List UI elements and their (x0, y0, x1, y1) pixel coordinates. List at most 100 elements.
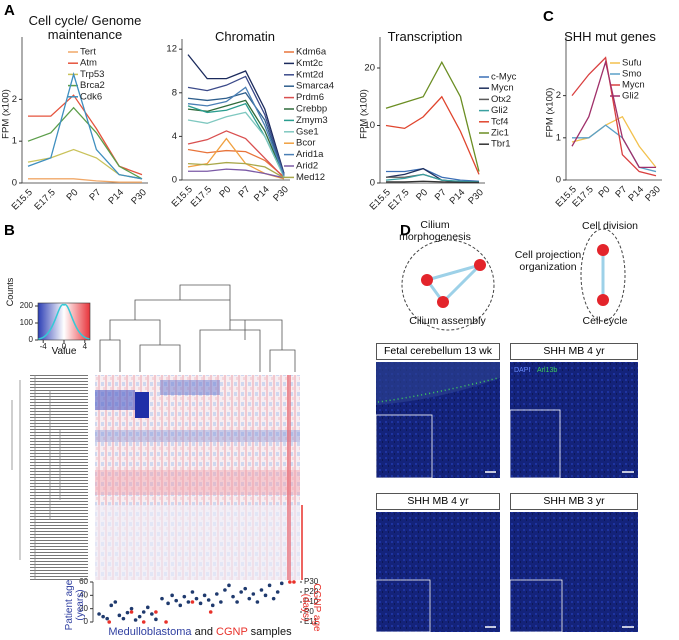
legend-entry: Tert (80, 47, 96, 58)
chart-title: Chromatin (215, 29, 275, 44)
legend-entry: Kmt2d (296, 69, 323, 80)
legend-entry: Bcor (296, 138, 316, 149)
node-label: Cilium assembly (409, 315, 486, 327)
x-tick-label: P14 (106, 187, 126, 207)
point (247, 596, 252, 601)
chart-title: Transcription (387, 29, 463, 44)
point (133, 618, 138, 622)
decoration-path (377, 377, 499, 403)
node-label: Cilium morphogenesis (399, 219, 471, 243)
decoration-rect (95, 390, 135, 410)
y-tick-label: 2 (12, 94, 17, 105)
legend-entry: Mycn (622, 80, 645, 91)
y2-tick-label: P10 (304, 597, 319, 606)
line (571, 56, 657, 177)
x-tick-label: P30 (466, 187, 486, 207)
decoration-path (376, 362, 500, 405)
y-tick-label: 0 (556, 175, 561, 186)
x-tick-label: E17.5 (386, 187, 411, 212)
x-tick-label: P7 (237, 184, 253, 200)
legend-entry: Arid1a (296, 149, 324, 160)
panel-label: D (400, 222, 411, 239)
point (219, 600, 223, 604)
x-tick-label: E17.5 (189, 184, 214, 209)
line (27, 106, 143, 180)
line (187, 86, 285, 176)
point (208, 610, 213, 614)
x-tick-label: P30 (129, 187, 149, 207)
point (239, 590, 243, 594)
colorbar-tick-label: 0 (29, 335, 34, 344)
point (170, 593, 174, 598)
y-tick-label: 0 (172, 175, 177, 186)
point (166, 601, 170, 606)
legend-entry: Brca2 (80, 80, 105, 91)
y-tick-label: 60 (79, 577, 88, 586)
x-tick-label: P14 (252, 184, 272, 204)
decoration-rect (510, 512, 638, 632)
decoration-circle (437, 296, 449, 308)
point (198, 601, 203, 606)
legend-entry: CGNP (216, 626, 248, 638)
point (109, 603, 114, 608)
stain-label: Arl13b (537, 367, 557, 374)
legend-entry: Kmt2c (296, 58, 323, 69)
y-tick-label: 0 (12, 178, 17, 189)
colorbar-tick-label: 100 (20, 318, 34, 327)
line (386, 167, 480, 182)
line (385, 173, 480, 183)
decoration-path (37, 304, 91, 340)
point (259, 588, 264, 592)
y-tick-label: 12 (166, 44, 177, 55)
x-tick-label: P30 (643, 184, 663, 204)
decoration-rect (95, 505, 300, 580)
decoration-rect (509, 579, 563, 633)
decoration-rect (510, 362, 638, 478)
point (164, 620, 168, 624)
legend-entry: Med12 (296, 172, 325, 183)
point (288, 580, 292, 584)
line (187, 75, 285, 175)
decoration-rect (375, 414, 433, 479)
x-tick-label: P0 (65, 187, 81, 203)
x-label-part: and (194, 626, 213, 638)
point (223, 588, 227, 592)
point (202, 593, 207, 598)
legend-entry: Tbr1 (491, 139, 511, 150)
legend-entry: Zmym3 (296, 115, 328, 126)
legend-entry: Sufu (622, 58, 642, 69)
decoration-rect (5, 375, 93, 580)
legend-entry: Tcf4 (491, 116, 508, 127)
decoration-circle (474, 259, 486, 271)
line (27, 148, 143, 180)
point (210, 603, 215, 608)
y-tick-label: 8 (172, 87, 177, 98)
point (263, 593, 268, 598)
line (386, 180, 479, 184)
line (187, 161, 285, 179)
legend-entry: Gse1 (296, 126, 319, 137)
y-tick-label: 0 (370, 178, 375, 189)
node-label: Cell cycle (582, 315, 628, 327)
point (129, 610, 134, 614)
point (206, 598, 211, 602)
point (160, 596, 164, 601)
x-tick-label: P0 (597, 184, 613, 200)
decoration-rect (509, 409, 561, 479)
legend-entry: Gli2 (622, 91, 639, 102)
y-tick-label: 2 (556, 90, 561, 101)
x-tick-label: P30 (271, 184, 291, 204)
panel-label: A (4, 2, 15, 19)
y2-tick-label: P0 (304, 607, 314, 616)
legend-entry: Trp53 (80, 69, 104, 80)
line (187, 92, 285, 176)
point (97, 612, 101, 616)
point (154, 617, 158, 622)
decoration-rect (376, 512, 500, 632)
y-tick-label: 20 (364, 63, 375, 74)
point (227, 583, 231, 588)
legend-entry: Arid2 (296, 161, 318, 172)
point (105, 616, 109, 621)
line (385, 95, 480, 175)
x-tick-label: P7 (87, 187, 103, 203)
